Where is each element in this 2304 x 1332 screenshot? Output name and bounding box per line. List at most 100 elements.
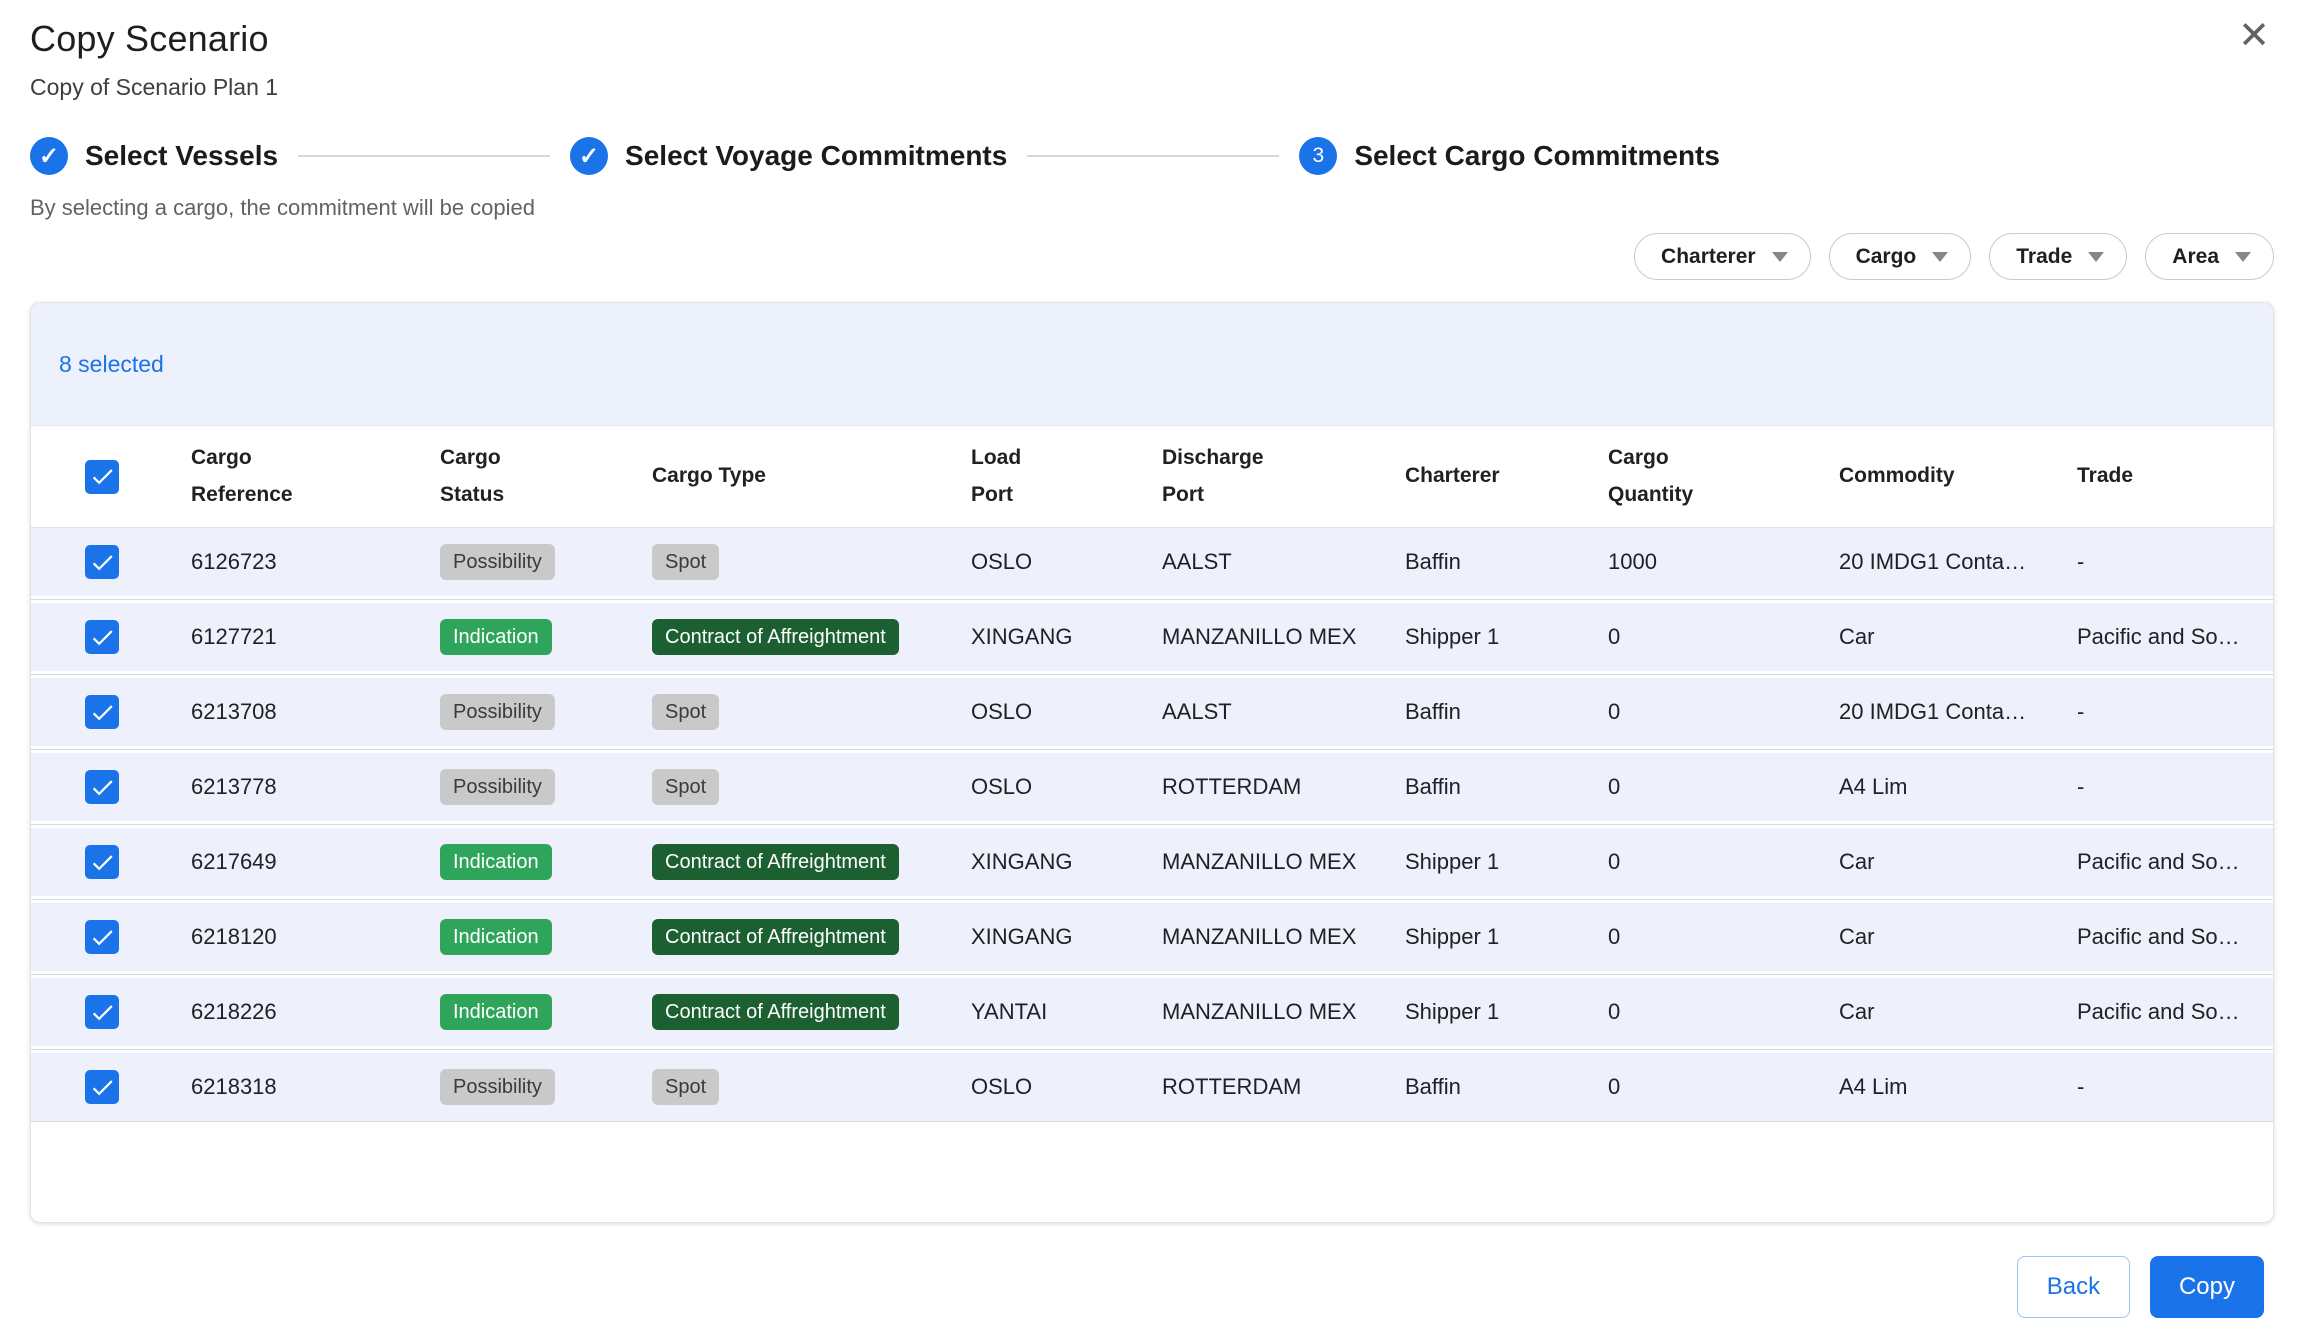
- step-number-badge: 3: [1299, 137, 1337, 175]
- column-header: Cargo Type: [652, 458, 971, 495]
- filter-label: Trade: [2016, 245, 2072, 269]
- cargo-quantity-cell: 0: [1608, 774, 1839, 800]
- status-chip: Indication: [440, 994, 552, 1030]
- stepper-step-2[interactable]: ✓Select Voyage Commitments: [570, 137, 1007, 175]
- cargo-status-cell: Indication: [440, 619, 652, 655]
- cargo-status-cell: Possibility: [440, 544, 652, 580]
- step-label: Select Cargo Commitments: [1354, 140, 1720, 172]
- cargo-type-chip: Contract of Affreightment: [652, 619, 899, 655]
- cargo-type-chip: Spot: [652, 694, 719, 730]
- status-chip: Possibility: [440, 1069, 555, 1105]
- cargo-quantity-cell: 0: [1608, 924, 1839, 950]
- filter-cargo-dropdown[interactable]: Cargo: [1829, 233, 1972, 280]
- table-row[interactable]: 6213778PossibilitySpotOSLOROTTERDAMBaffi…: [31, 753, 2273, 821]
- chevron-down-icon: [2088, 252, 2104, 262]
- copy-button[interactable]: Copy: [2150, 1256, 2264, 1318]
- trade-cell: Pacific and So…: [2077, 999, 2272, 1025]
- commodity-cell: Car: [1839, 924, 2077, 950]
- discharge-port-cell: AALST: [1162, 699, 1405, 725]
- row-divider: [31, 746, 2273, 753]
- cargo-type-chip: Contract of Affreightment: [652, 994, 899, 1030]
- row-checkbox[interactable]: [85, 920, 119, 954]
- table-row[interactable]: 6126723PossibilitySpotOSLOAALSTBaffin100…: [31, 528, 2273, 596]
- status-chip: Indication: [440, 844, 552, 880]
- row-checkbox[interactable]: [85, 620, 119, 654]
- load-port-cell: OSLO: [971, 549, 1162, 575]
- commodity-cell: Car: [1839, 624, 2077, 650]
- trade-cell: Pacific and So…: [2077, 924, 2272, 950]
- load-port-cell: OSLO: [971, 774, 1162, 800]
- cargo-reference-cell: 6213708: [191, 699, 440, 725]
- discharge-port-cell: MANZANILLO MEX: [1162, 924, 1405, 950]
- step-label: Select Voyage Commitments: [625, 140, 1007, 172]
- table-row[interactable]: 6218226Indication Contract of Affreightme…: [31, 978, 2273, 1046]
- select-all-checkbox[interactable]: [85, 460, 119, 494]
- step-label: Select Vessels: [85, 140, 278, 172]
- cargo-type-cell: Contract of Affreightment: [652, 844, 971, 880]
- cargo-quantity-cell: 0: [1608, 1074, 1839, 1100]
- cargo-reference-cell: 6213778: [191, 774, 440, 800]
- cargo-reference-cell: 6217649: [191, 849, 440, 875]
- row-checkbox[interactable]: [85, 770, 119, 804]
- column-header: Discharge Port: [1162, 440, 1405, 514]
- cargo-quantity-cell: 0: [1608, 699, 1839, 725]
- row-checkbox[interactable]: [85, 845, 119, 879]
- table-row[interactable]: 6218120IndicationContract of Affreightme…: [31, 903, 2273, 971]
- cargo-table-card: 8 selected Cargo ReferenceCargo StatusCa…: [30, 302, 2274, 1223]
- discharge-port-cell: AALST: [1162, 549, 1405, 575]
- column-header: Cargo Quantity: [1608, 440, 1839, 514]
- filter-label: Area: [2172, 245, 2219, 269]
- cargo-type-cell: Contract of Affreightment: [652, 919, 971, 955]
- table-row[interactable]: 6217649Indication Contract of Affreightme…: [31, 828, 2273, 896]
- charterer-cell: Baffin: [1405, 549, 1608, 575]
- filter-charterer-dropdown[interactable]: Charterer: [1634, 233, 1811, 280]
- status-chip: Possibility: [440, 544, 555, 580]
- cargo-status-cell: Indication: [440, 994, 652, 1030]
- charterer-cell: Shipper 1: [1405, 999, 1608, 1025]
- column-header: Trade: [2077, 458, 2272, 495]
- load-port-cell: XINGANG: [971, 924, 1162, 950]
- chevron-down-icon: [1932, 252, 1948, 262]
- column-header: Commodity: [1839, 458, 2077, 495]
- cargo-type-cell: Contract of Affreightment: [652, 994, 971, 1030]
- cargo-type-chip: Contract of Affreightment: [652, 919, 899, 955]
- commodity-cell: A4 Lim: [1839, 1074, 2077, 1100]
- cargo-status-cell: Indication: [440, 919, 652, 955]
- row-divider: [31, 1046, 2273, 1053]
- load-port-cell: OSLO: [971, 1074, 1162, 1100]
- row-divider: [31, 821, 2273, 828]
- trade-cell: -: [2077, 1074, 2272, 1100]
- back-button[interactable]: Back: [2017, 1256, 2130, 1318]
- table-row[interactable]: 6213708PossibilitySpotOSLOAALSTBaffin020…: [31, 678, 2273, 746]
- close-icon[interactable]: ✕: [2238, 16, 2270, 54]
- status-chip: Possibility: [440, 694, 555, 730]
- table-row[interactable]: 6127721IndicationContract of Affreightme…: [31, 603, 2273, 671]
- trade-cell: -: [2077, 774, 2272, 800]
- stepper-step-3[interactable]: 3 Select Cargo Commitments: [1299, 137, 1720, 175]
- trade-cell: Pacific and So…: [2077, 624, 2272, 650]
- stepper-step-1[interactable]: ✓Select Vessels: [30, 137, 278, 175]
- cargo-quantity-cell: 0: [1608, 999, 1839, 1025]
- status-chip: Indication: [440, 919, 552, 955]
- charterer-cell: Shipper 1: [1405, 924, 1608, 950]
- table-row[interactable]: 6218318PossibilitySpotOSLOROTTERDAMBaffi…: [31, 1053, 2273, 1121]
- filter-trade-dropdown[interactable]: Trade: [1989, 233, 2127, 280]
- cargo-type-cell: Contract of Affreightment: [652, 619, 971, 655]
- row-checkbox[interactable]: [85, 1070, 119, 1104]
- row-checkbox[interactable]: [85, 545, 119, 579]
- status-chip: Possibility: [440, 769, 555, 805]
- chevron-down-icon: [2235, 252, 2251, 262]
- cargo-type-chip: Spot: [652, 1069, 719, 1105]
- cargo-quantity-cell: 0: [1608, 849, 1839, 875]
- cargo-quantity-cell: 1000: [1608, 549, 1839, 575]
- trade-cell: -: [2077, 699, 2272, 725]
- cargo-reference-cell: 6218226: [191, 999, 440, 1025]
- dialog-footer: Back Copy: [2017, 1256, 2264, 1318]
- filter-label: Charterer: [1661, 245, 1756, 269]
- row-checkbox[interactable]: [85, 995, 119, 1029]
- filter-area-dropdown[interactable]: Area: [2145, 233, 2274, 280]
- page-title: Copy Scenario: [30, 18, 2274, 60]
- cargo-status-cell: Possibility: [440, 1069, 652, 1105]
- cargo-type-cell: Spot: [652, 1069, 971, 1105]
- row-checkbox[interactable]: [85, 695, 119, 729]
